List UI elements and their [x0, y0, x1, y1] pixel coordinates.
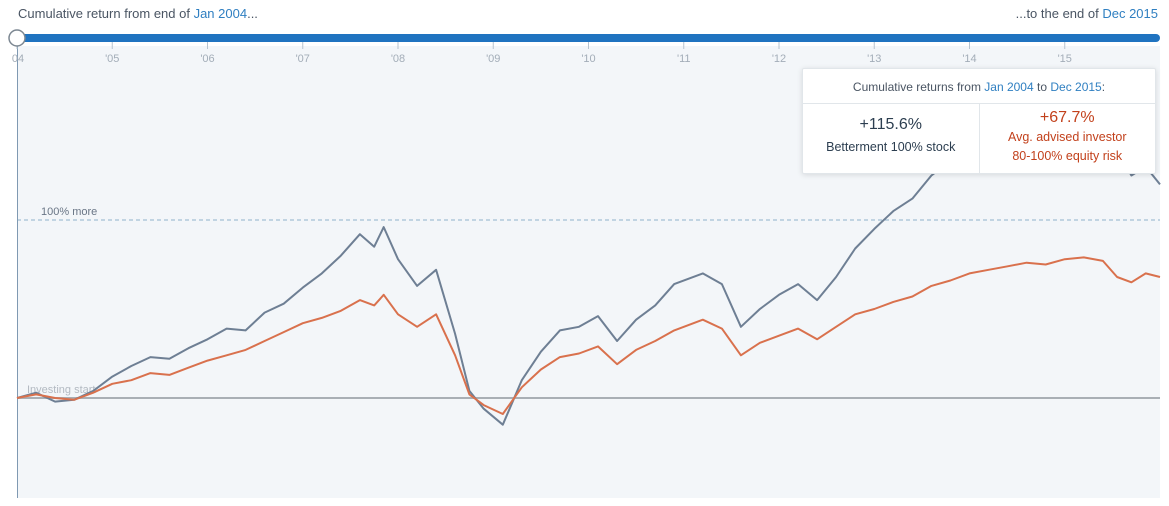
x-tick-label: '14: [962, 53, 976, 65]
x-tick-label: '09: [486, 53, 500, 65]
tooltip-end-date: Dec 2015: [1050, 80, 1102, 94]
end-date-selector[interactable]: Dec 2015: [1102, 6, 1158, 21]
x-tick-label: '08: [391, 53, 405, 65]
stock-return-summary: +115.6% Betterment 100% stock: [803, 104, 979, 173]
x-tick-label: 04: [12, 53, 24, 65]
tooltip-title: Cumulative returns from Jan 2004 to Dec …: [852, 80, 1106, 94]
timeline-slider-track[interactable]: [17, 34, 1160, 42]
stock-return-label: Betterment 100% stock: [826, 140, 956, 154]
x-tick-label: '11: [677, 53, 691, 65]
x-tick-label: '05: [105, 53, 119, 65]
x-tick-label: '10: [581, 53, 595, 65]
end-date-label: ...to the end of Dec 2015: [1015, 6, 1158, 21]
x-tick-label: '06: [200, 53, 214, 65]
start-date-selector[interactable]: Jan 2004: [193, 6, 248, 21]
advised-return-label-1: Avg. advised investor: [1007, 130, 1127, 144]
returns-tooltip: Cumulative returns from Jan 2004 to Dec …: [802, 68, 1156, 174]
x-tick-label: '15: [1058, 53, 1072, 65]
advised-return-value: +67.7%: [1039, 109, 1095, 126]
tooltip-start-date: Jan 2004: [984, 80, 1034, 94]
advised-return-label-2: 80-100% equity risk: [1012, 149, 1123, 163]
x-tick-label: '07: [296, 53, 310, 65]
investing-start-label: Investing start: [27, 384, 95, 396]
hundred-percent-label: 100% more: [41, 206, 97, 218]
x-tick-label: '12: [772, 53, 786, 65]
start-date-label: Cumulative return from end of Jan 2004..…: [18, 6, 258, 21]
x-tick-label: '13: [867, 53, 881, 65]
advised-return-summary: +67.7% Avg. advised investor 80-100% equ…: [978, 104, 1156, 173]
timeline-slider-handle[interactable]: [8, 29, 26, 47]
stock-return-value: +115.6%: [859, 116, 922, 133]
advised-series-line: [16, 256, 1161, 415]
